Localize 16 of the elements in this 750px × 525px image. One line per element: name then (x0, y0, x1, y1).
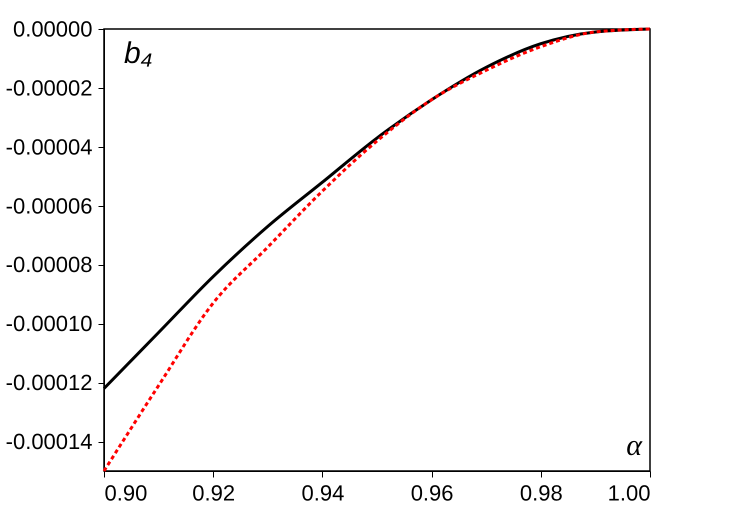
y-tick-label: -0.00006 (6, 193, 92, 218)
x-tick-label: 0.94 (301, 480, 344, 506)
x-tick-label: 0.90 (104, 480, 148, 506)
y-tick-label: -0.00010 (6, 311, 92, 336)
y-tick-label: 0.00000 (12, 16, 92, 42)
y-tick-label: -0.00002 (6, 75, 92, 100)
y-tick-label: -0.00008 (6, 252, 92, 278)
y-tick-label: -0.00014 (6, 429, 92, 454)
x-tick-label: 0.98 (520, 480, 563, 506)
x-tick-label: 1.00 (608, 480, 650, 506)
annotation: b₄ (124, 37, 153, 70)
y-tick-label: -0.00004 (6, 134, 92, 160)
x-tick-label: 0.92 (192, 480, 236, 506)
annotation: α (626, 429, 644, 462)
x-tick-label: 0.96 (410, 480, 454, 506)
y-tick-label: -0.00012 (6, 370, 92, 396)
